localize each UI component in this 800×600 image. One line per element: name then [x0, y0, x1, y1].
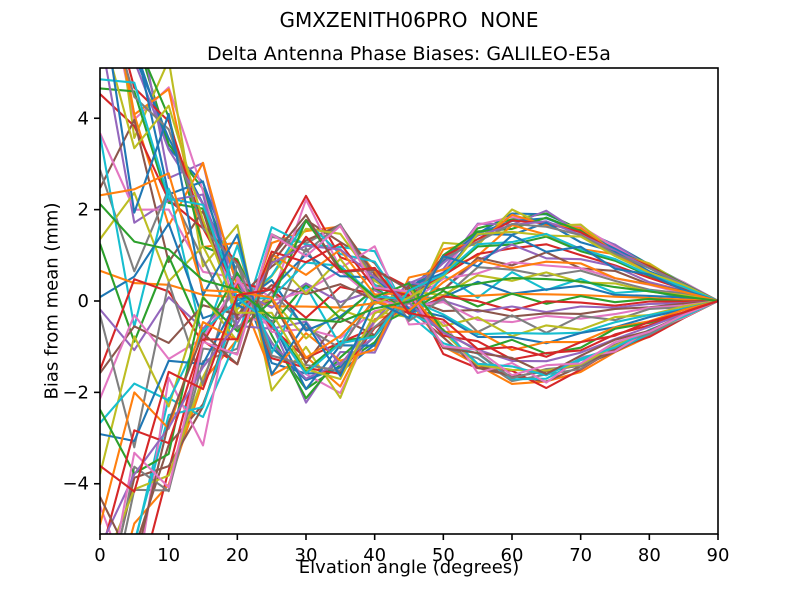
bias-curve: [105, 242, 718, 534]
y-axis-label: Bias from mean (mm): [41, 202, 63, 400]
bias-curve: [100, 172, 718, 359]
y-tick-label: 4: [78, 108, 89, 129]
axes-title: Delta Antenna Phase Biases: GALILEO-E5a: [207, 43, 611, 65]
bias-curve: [100, 261, 718, 424]
x-tick-label: 0: [94, 545, 105, 566]
x-tick-label: 60: [501, 545, 524, 566]
figure-title: GMXZENITH06PRO NONE: [279, 8, 539, 32]
y-tick-label: 2: [78, 200, 89, 221]
bias-curve: [100, 235, 718, 493]
bias-curve: [105, 68, 718, 367]
x-tick-label: 10: [157, 545, 180, 566]
bias-curve: [100, 198, 718, 534]
x-tick-label: 80: [638, 545, 661, 566]
x-tick-label: 70: [569, 545, 592, 566]
bias-curve: [100, 219, 718, 475]
bias-curve: [100, 203, 718, 323]
bias-curve: [100, 78, 718, 375]
bias-curve: [100, 118, 718, 365]
x-tick-label: 30: [295, 545, 318, 566]
x-tick-label: 20: [226, 545, 249, 566]
bias-curve: [111, 68, 718, 381]
x-axis-label: Elvation angle (degrees): [298, 557, 520, 578]
x-tick-label: 90: [707, 545, 730, 566]
bias-curve: [111, 68, 718, 377]
x-tick-label: 50: [432, 545, 455, 566]
x-tick-label: 40: [363, 545, 386, 566]
y-tick-label: 0: [78, 291, 89, 312]
bias-curve: [100, 247, 718, 449]
y-tick-label: −2: [62, 382, 89, 403]
y-tick-label: −4: [62, 474, 89, 495]
bias-curve: [100, 269, 718, 399]
